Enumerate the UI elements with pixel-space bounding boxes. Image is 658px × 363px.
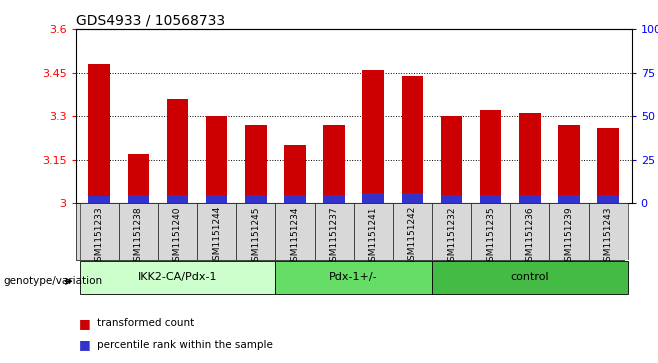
Bar (519, 195, 541, 203)
Bar (363, 70, 384, 203)
Bar (166, 195, 188, 203)
Bar (80, 261, 275, 294)
Bar (401, 193, 423, 203)
Bar (597, 195, 619, 203)
Bar (519, 113, 541, 203)
Bar (315, 203, 354, 260)
Text: GSM1151238: GSM1151238 (134, 206, 143, 267)
Text: GSM1151234: GSM1151234 (290, 206, 299, 266)
Bar (284, 195, 306, 203)
Text: GSM1151239: GSM1151239 (565, 206, 574, 267)
Bar (432, 203, 471, 260)
Bar (558, 195, 580, 203)
Text: GSM1151235: GSM1151235 (486, 206, 495, 267)
Bar (236, 203, 275, 260)
Bar (323, 195, 345, 203)
Bar (323, 125, 345, 203)
Text: GSM1151240: GSM1151240 (173, 206, 182, 266)
Text: GSM1151241: GSM1151241 (368, 206, 378, 266)
Bar (549, 203, 589, 260)
Bar (558, 125, 580, 203)
Bar (118, 203, 158, 260)
Bar (206, 195, 228, 203)
Bar (128, 195, 149, 203)
Bar (441, 116, 463, 203)
Text: GSM1151233: GSM1151233 (95, 206, 104, 267)
Bar (166, 99, 188, 203)
Bar (432, 261, 628, 294)
Text: GSM1151232: GSM1151232 (447, 206, 456, 266)
Text: IKK2-CA/Pdx-1: IKK2-CA/Pdx-1 (138, 272, 217, 282)
Text: GSM1151237: GSM1151237 (330, 206, 339, 267)
Text: GSM1151236: GSM1151236 (525, 206, 534, 267)
Text: ■: ■ (79, 317, 91, 330)
Bar (206, 116, 228, 203)
Bar (197, 203, 236, 260)
Text: control: control (511, 272, 549, 282)
Bar (245, 195, 266, 203)
Text: percentile rank within the sample: percentile rank within the sample (97, 340, 273, 350)
Bar (480, 195, 501, 203)
Bar (275, 203, 315, 260)
Bar (80, 203, 118, 260)
Bar (589, 203, 628, 260)
Bar (480, 110, 501, 203)
Bar (245, 125, 266, 203)
Text: GDS4933 / 10568733: GDS4933 / 10568733 (76, 14, 225, 28)
Bar (393, 203, 432, 260)
Bar (158, 203, 197, 260)
Bar (471, 203, 511, 260)
Bar (128, 154, 149, 203)
Text: GSM1151243: GSM1151243 (603, 206, 613, 266)
Text: genotype/variation: genotype/variation (3, 276, 103, 286)
Text: GSM1151245: GSM1151245 (251, 206, 261, 266)
Bar (284, 145, 306, 203)
Bar (363, 193, 384, 203)
Bar (354, 203, 393, 260)
Text: GSM1151244: GSM1151244 (212, 206, 221, 266)
Bar (401, 76, 423, 203)
Text: GSM1151242: GSM1151242 (408, 206, 417, 266)
Bar (441, 195, 463, 203)
Text: Pdx-1+/-: Pdx-1+/- (330, 272, 378, 282)
Text: transformed count: transformed count (97, 318, 195, 328)
Bar (597, 128, 619, 203)
Text: ■: ■ (79, 338, 91, 351)
Bar (88, 196, 110, 203)
Bar (275, 261, 432, 294)
Bar (88, 64, 110, 203)
Bar (511, 203, 549, 260)
